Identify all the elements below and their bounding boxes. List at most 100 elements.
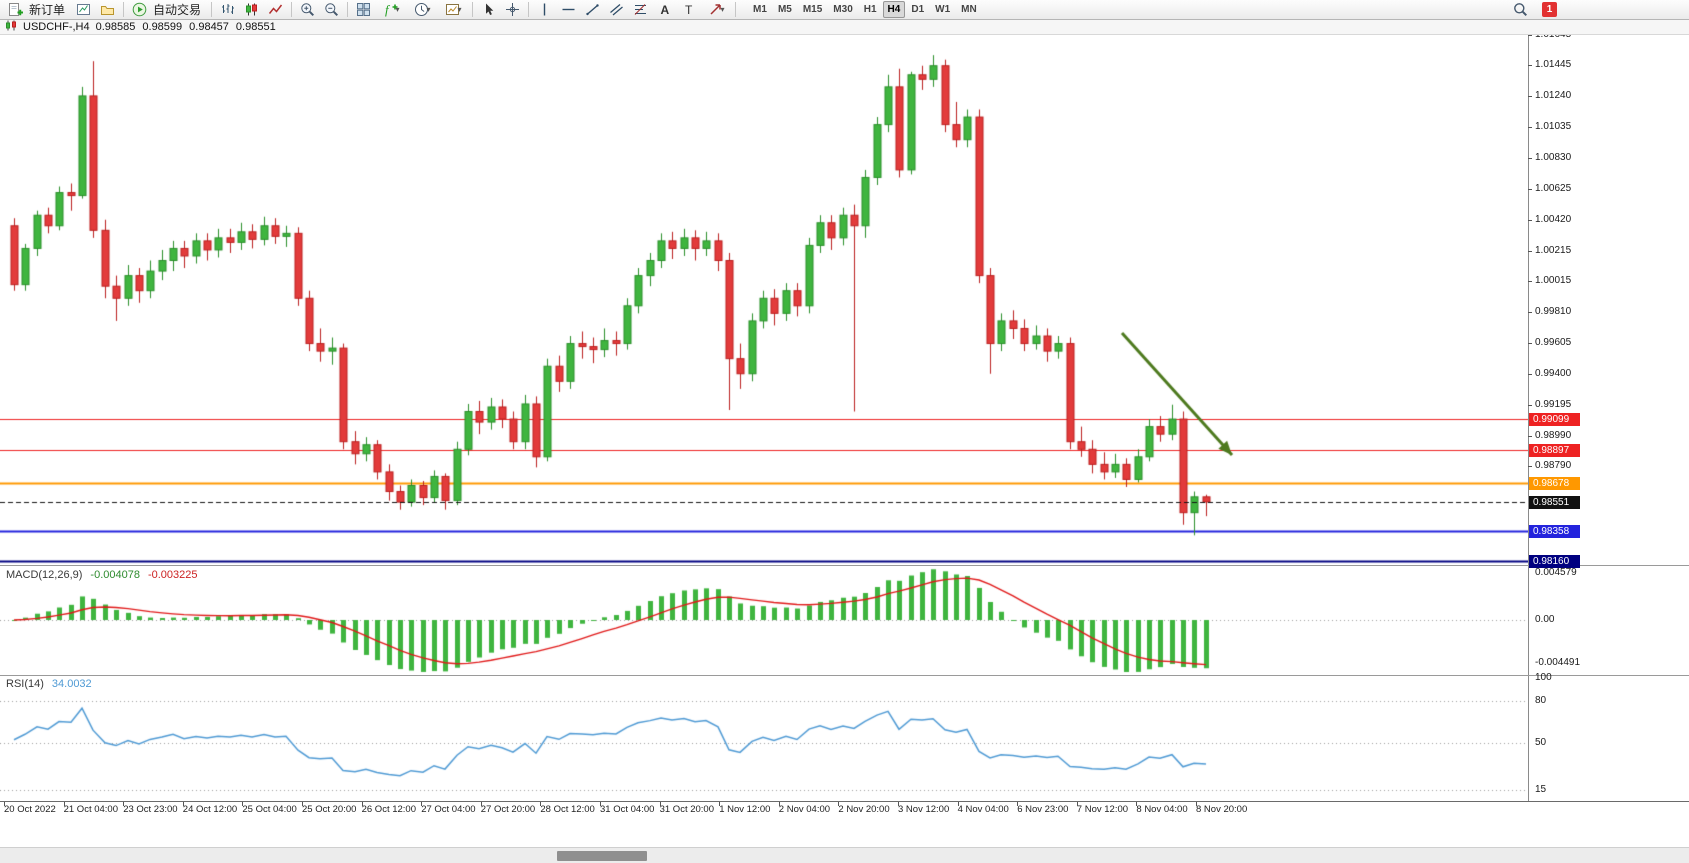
trendline-button[interactable]: [581, 1, 604, 18]
tile-windows-icon: [356, 2, 371, 17]
chevron-down-icon: ▾: [395, 5, 400, 14]
candlestick-chart-icon: [244, 2, 259, 17]
price-axis-tick: [1528, 96, 1532, 97]
panel-separator-rsi[interactable]: [0, 675, 1689, 676]
timeframe-h4[interactable]: H4: [882, 1, 906, 18]
time-axis-tick: [719, 802, 721, 806]
templates-button[interactable]: ▾: [438, 1, 468, 18]
autotrading-label[interactable]: 自动交易: [153, 3, 202, 17]
macd-axis-label: 0.00: [1535, 614, 1555, 625]
crosshair-button[interactable]: [501, 1, 524, 18]
price-tag-support-navy: 0.98160: [1529, 555, 1580, 568]
time-axis-tick: [1076, 802, 1078, 806]
time-axis-label: 2 Nov 20:00: [838, 804, 890, 815]
toolbar-separator: [291, 2, 293, 17]
timeframe-d1[interactable]: D1: [906, 1, 929, 18]
price-axis-label: 1.00015: [1535, 274, 1572, 286]
arrows-button[interactable]: ▾: [701, 1, 731, 18]
fibonacci-button[interactable]: [629, 1, 652, 18]
periods-button[interactable]: ▾: [407, 1, 437, 18]
time-axis-label: 20 Oct 2022: [4, 804, 56, 815]
rsi-axis-label: 100: [1535, 672, 1552, 683]
scrollbar-thumb[interactable]: [557, 851, 647, 861]
time-axis-label: 27 Oct 20:00: [480, 804, 536, 815]
price-axis-tick: [1528, 189, 1532, 190]
horizontal-scrollbar[interactable]: [0, 847, 1689, 863]
rsi-axis-label: 50: [1535, 736, 1547, 748]
trendline-icon: [585, 2, 600, 17]
open-value: 0.98585: [95, 21, 136, 33]
crosshair-icon: [505, 2, 520, 17]
time-axis-label: 25 Oct 04:00: [242, 804, 297, 815]
price-axis-tick: [1528, 158, 1532, 159]
time-axis-label: 6 Nov 23:00: [1017, 804, 1069, 815]
svg-text:T: T: [685, 3, 693, 17]
timeframe-w1[interactable]: W1: [930, 1, 955, 18]
time-axis-tick: [1196, 802, 1197, 806]
cursor-button[interactable]: [477, 1, 500, 18]
time-axis-tick: [302, 802, 303, 806]
arrow-object-icon: [708, 2, 723, 17]
vertical-line-icon: [537, 2, 552, 17]
horizontal-line-button[interactable]: [557, 1, 580, 18]
toolbar-right-tools: 1: [1509, 1, 1557, 18]
chart-window-button[interactable]: [72, 1, 95, 18]
vertical-line-button[interactable]: [533, 1, 556, 18]
indicators-button[interactable]: f ▾: [376, 1, 406, 18]
text-label-button[interactable]: T: [677, 1, 700, 18]
timeframe-h1[interactable]: H1: [859, 1, 882, 18]
time-axis[interactable]: 20 Oct 2022 21 Oct 04:00 23 Oct 23:00 24 Oc…: [0, 801, 1528, 818]
candlestick-chart-button[interactable]: [240, 1, 263, 18]
time-axis-tick: [123, 802, 125, 806]
macd-indicator-label: MACD(12,26,9) -0.004078 -0.003225: [6, 569, 198, 581]
time-axis-label: 1 Nov 12:00: [719, 804, 771, 815]
time-axis-tick: [1017, 802, 1019, 806]
profiles-icon: [100, 2, 115, 17]
panel-separator-macd[interactable]: [0, 565, 1689, 566]
macd-name: MACD(12,26,9): [6, 569, 83, 581]
timeframe-m15[interactable]: M15: [798, 1, 827, 18]
channel-button[interactable]: [605, 1, 628, 18]
time-axis-tick: [361, 802, 363, 806]
chevron-down-icon: ▾: [720, 5, 725, 14]
price-axis-label: 1.01035: [1535, 120, 1572, 132]
price-axis-tick: [1528, 405, 1532, 406]
clock-icon: [414, 2, 429, 17]
text-label-icon: T: [681, 2, 696, 17]
chart-ohlc-readout: 0.98585 0.98599 0.98457 0.98551: [96, 21, 276, 33]
profiles-button[interactable]: [96, 1, 119, 18]
chevron-down-icon: ▾: [426, 5, 431, 14]
price-axis-label: 1.01445: [1535, 58, 1572, 70]
new-order-label[interactable]: 新订单: [29, 3, 66, 17]
timeframe-m1[interactable]: M1: [748, 1, 772, 18]
search-button[interactable]: [1509, 1, 1532, 18]
timeframe-mn[interactable]: MN: [956, 1, 982, 18]
line-chart-button[interactable]: [264, 1, 287, 18]
chart-window-icon: [76, 2, 91, 17]
macd-axis-label: -0.004491: [1535, 657, 1581, 668]
notification-badge[interactable]: 1: [1542, 2, 1557, 17]
zoom-in-button[interactable]: [296, 1, 319, 18]
timeframe-m5[interactable]: M5: [773, 1, 797, 18]
price-axis-label: 1.00830: [1535, 151, 1572, 163]
time-axis-label: 28 Oct 12:00: [540, 804, 595, 815]
price-axis[interactable]: 1.016451.014451.012401.010351.008301.006…: [1528, 29, 1689, 804]
price-tag-current-price: 0.98551: [1529, 495, 1580, 509]
zoom-out-button[interactable]: [320, 1, 343, 18]
close-value: 0.98551: [235, 21, 276, 33]
text-button[interactable]: A: [653, 1, 676, 18]
autotrading-button[interactable]: [128, 1, 151, 18]
chart-plot-canvas[interactable]: [0, 34, 1528, 802]
bar-chart-button[interactable]: [216, 1, 239, 18]
indicators-icon: f: [383, 2, 398, 17]
new-order-button[interactable]: [4, 1, 27, 18]
tile-windows-button[interactable]: [352, 1, 375, 18]
time-axis-tick: [4, 802, 5, 806]
timeframe-m30[interactable]: M30: [828, 1, 857, 18]
price-axis-tick: [1528, 35, 1532, 36]
bar-chart-icon: [220, 2, 235, 17]
price-axis-label: 1.00625: [1535, 182, 1572, 194]
price-tag-support-blue: 0.98358: [1529, 525, 1580, 539]
toolbar-separator: [735, 2, 737, 17]
